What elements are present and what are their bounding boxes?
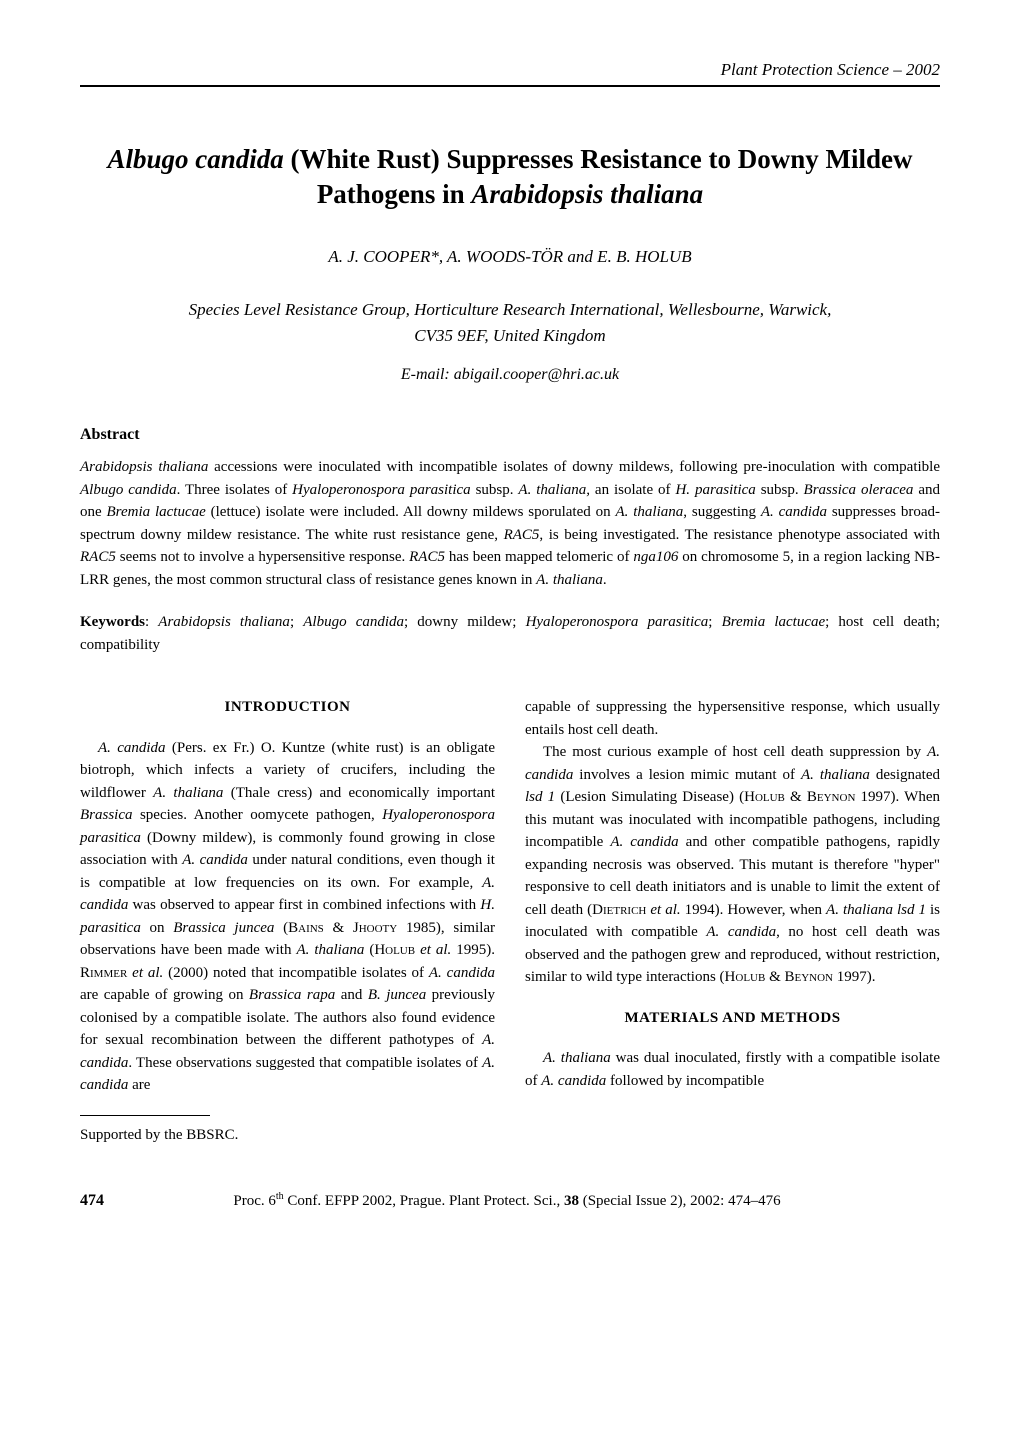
footer-citation: Proc. 6th Conf. EFPP 2002, Prague. Plant…: [104, 1191, 910, 1210]
affiliation-line-1: Species Level Resistance Group, Horticul…: [189, 300, 832, 319]
abstract-body: Arabidopsis thaliana accessions were ino…: [80, 456, 940, 591]
keywords-label: Keywords: [80, 614, 145, 630]
journal-header: Plant Protection Science – 2002: [80, 60, 940, 87]
intro-paragraph-2: The most curious example of host cell de…: [525, 741, 940, 989]
page-number: 474: [80, 1192, 104, 1210]
article-title: Albugo candida (White Rust) Suppresses R…: [80, 142, 940, 212]
keywords-content: : Arabidopsis thaliana; Albugo candida; …: [80, 614, 940, 653]
affiliation-line-2: CV35 9EF, United Kingdom: [414, 326, 605, 345]
introduction-heading: INTRODUCTION: [80, 696, 495, 719]
funding-rule: [80, 1115, 210, 1116]
intro-continuation: capable of suppressing the hypersensitiv…: [525, 696, 940, 741]
two-column-body: INTRODUCTION A. candida (Pers. ex Fr.) O…: [80, 696, 940, 1146]
authors: A. J. COOPER*, A. WOODS-TÖR and E. B. HO…: [80, 247, 940, 267]
page-footer: 474 Proc. 6th Conf. EFPP 2002, Prague. P…: [80, 1191, 940, 1210]
corresponding-email: E-mail: abigail.cooper@hri.ac.uk: [80, 366, 940, 384]
abstract-heading: Abstract: [80, 426, 940, 444]
keywords: Keywords: Arabidopsis thaliana; Albugo c…: [80, 611, 940, 656]
funding-note: Supported by the BBSRC.: [80, 1124, 495, 1147]
column-right: capable of suppressing the hypersensitiv…: [525, 696, 940, 1146]
intro-paragraph-1: A. candida (Pers. ex Fr.) O. Kuntze (whi…: [80, 737, 495, 1097]
column-left: INTRODUCTION A. candida (Pers. ex Fr.) O…: [80, 696, 495, 1146]
methods-paragraph-1: A. thaliana was dual inoculated, firstly…: [525, 1047, 940, 1092]
methods-heading: MATERIALS AND METHODS: [525, 1007, 940, 1030]
affiliation: Species Level Resistance Group, Horticul…: [80, 297, 940, 348]
